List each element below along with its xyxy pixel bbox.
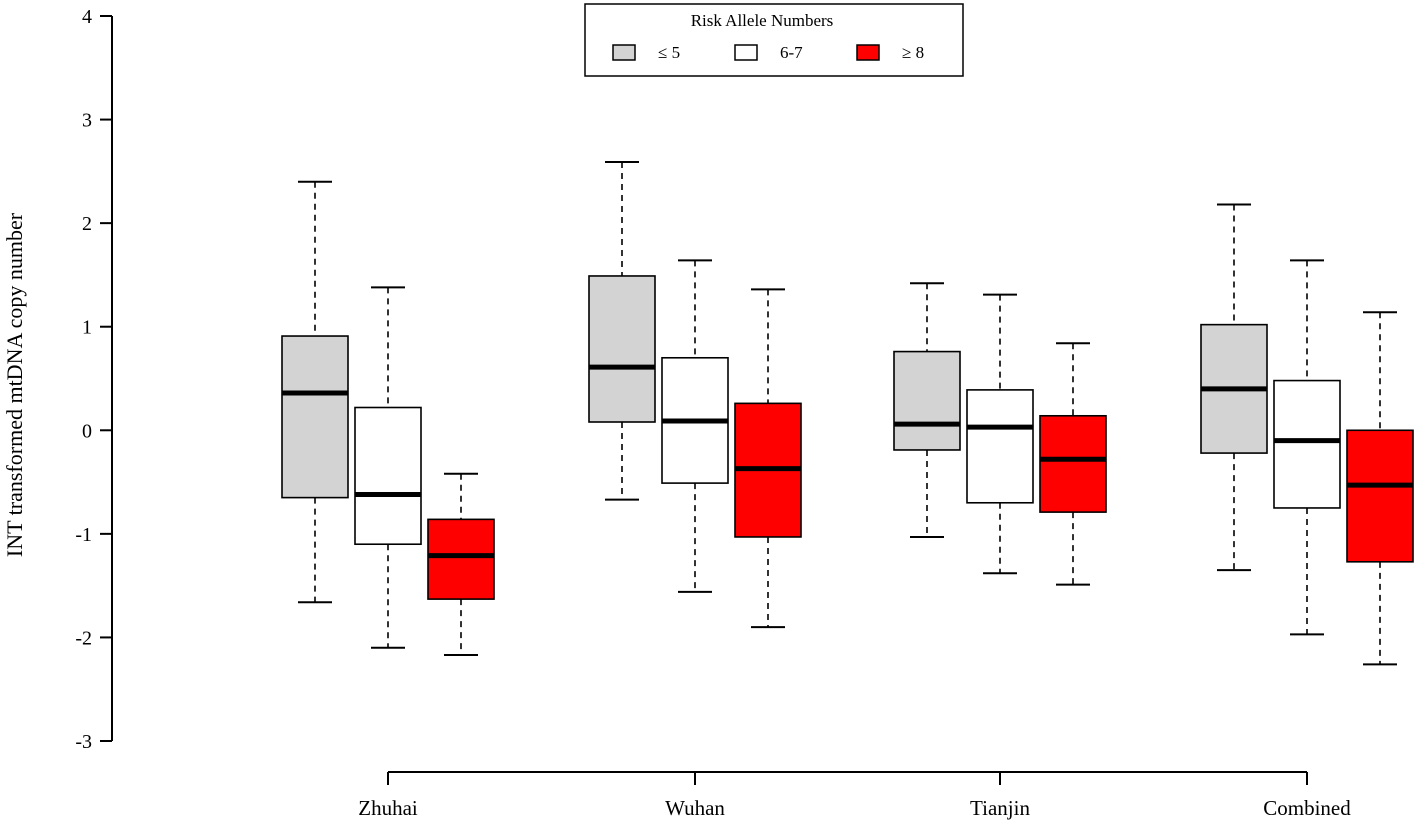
x-tick-label: Combined <box>1263 796 1351 820</box>
y-tick-label: 2 <box>82 213 92 235</box>
y-tick-label: -1 <box>75 524 92 546</box>
box <box>281 180 349 604</box>
legend-swatch <box>612 44 636 61</box>
box <box>893 282 961 538</box>
box <box>661 259 729 593</box>
box <box>1346 311 1414 666</box>
series-3 <box>427 288 1414 666</box>
legend-frame <box>584 3 964 77</box>
box <box>588 161 656 501</box>
y-ticks: -3 -2 -1 0 1 2 3 4 <box>75 6 112 753</box>
x-tick-label: Tianjin <box>970 796 1030 820</box>
legend-title: Risk Allele Numbers <box>691 11 834 30</box>
y-tick-label: -3 <box>75 731 92 753</box>
box-series-group <box>281 161 1414 666</box>
box <box>1273 259 1341 636</box>
y-tick-label: -2 <box>75 627 92 649</box>
iqr-box <box>966 389 1034 504</box>
y-tick-label: 4 <box>82 6 92 28</box>
iqr-box <box>354 406 422 546</box>
legend-swatch <box>734 44 758 61</box>
box <box>966 293 1034 575</box>
legend-entry: ≤ 5 <box>612 43 680 62</box>
legend-swatch <box>856 44 880 61</box>
iqr-box <box>1039 414 1107 513</box>
legend-entry: ≥ 8 <box>856 43 924 62</box>
iqr-box <box>1346 429 1414 563</box>
iqr-box <box>588 275 656 423</box>
iqr-box <box>893 350 961 451</box>
x-ticks: Zhuhai Wuhan Tianjin Combined <box>358 772 1351 820</box>
box <box>1039 342 1107 586</box>
iqr-box <box>1273 379 1341 509</box>
legend-entries: ≤ 5 6-7 ≥ 8 <box>612 43 924 62</box>
x-axis: Zhuhai Wuhan Tianjin Combined <box>358 771 1351 820</box>
y-axis: -3 -2 -1 0 1 2 3 4 <box>75 6 113 753</box>
y-tick-label: 3 <box>82 110 92 132</box>
legend-label: 6-7 <box>780 43 803 62</box>
x-tick-label: Wuhan <box>665 796 725 820</box>
iqr-box <box>427 518 495 600</box>
box <box>734 288 802 629</box>
legend-label: ≤ 5 <box>658 43 680 62</box>
legend-label: ≥ 8 <box>902 43 924 62</box>
x-tick-label: Zhuhai <box>358 796 418 820</box>
series-1 <box>281 161 1268 604</box>
iqr-box <box>281 335 349 499</box>
y-tick-label: 1 <box>82 317 92 339</box>
y-tick-label: 0 <box>82 420 92 442</box>
legend: Risk Allele Numbers ≤ 5 6-7 ≥ 8 <box>584 3 964 77</box>
series-2 <box>354 259 1341 649</box>
y-axis-title: INT transformed mtDNA copy number <box>2 212 27 557</box>
box <box>427 472 495 657</box>
legend-entry: 6-7 <box>734 43 803 62</box>
box <box>354 286 422 649</box>
box <box>1200 203 1268 572</box>
